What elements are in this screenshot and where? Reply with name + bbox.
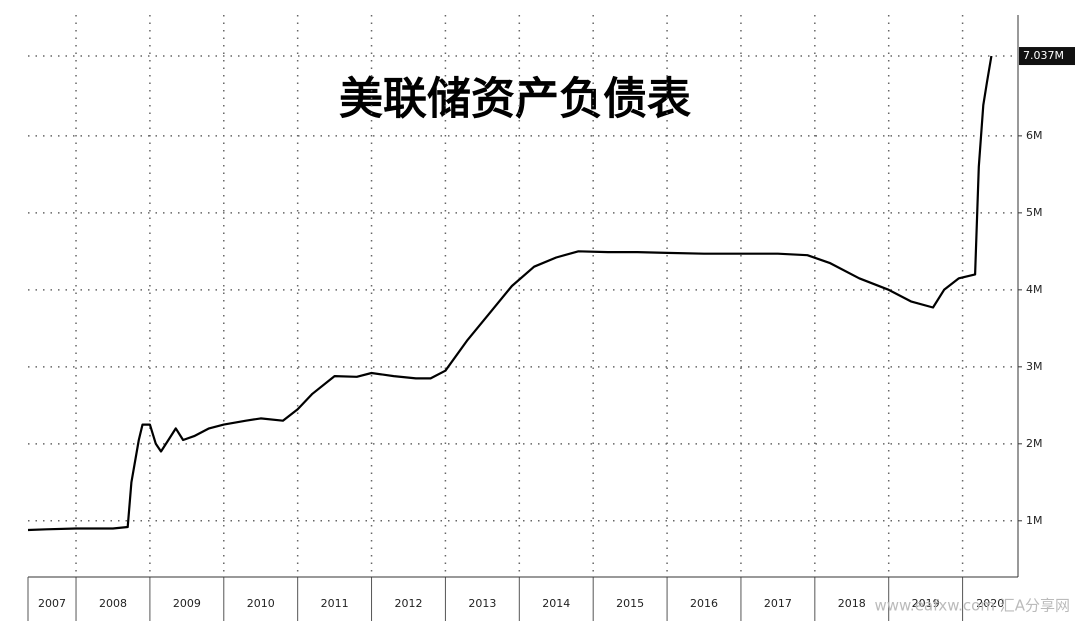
y-tick-label: 3M xyxy=(1026,360,1043,373)
watermark: www.eafxw.com 汇A分享网 xyxy=(875,597,1071,615)
x-tick-label: 2010 xyxy=(247,597,275,610)
x-tick-label: 2014 xyxy=(542,597,570,610)
x-tick-label: 2013 xyxy=(468,597,496,610)
y-tick-label: 2M xyxy=(1026,437,1043,450)
chart-title: 美联储资产负债表 xyxy=(339,74,691,125)
x-tick-label: 2007 xyxy=(38,597,66,610)
x-tick-label: 2012 xyxy=(394,597,422,610)
x-tick-label: 2011 xyxy=(321,597,349,610)
x-tick-label: 2018 xyxy=(838,597,866,610)
data-line xyxy=(27,55,993,532)
x-tick-label: 2017 xyxy=(764,597,792,610)
y-tick-label: 5M xyxy=(1026,206,1043,219)
last-value-box xyxy=(1019,47,1075,66)
x-tick-label: 2019 xyxy=(912,597,940,610)
y-tick-label: 1M xyxy=(1026,514,1043,527)
x-tick-label: 2016 xyxy=(690,597,718,610)
last-value-label: 7.037M xyxy=(1023,49,1064,62)
x-tick-label: 2009 xyxy=(173,597,201,610)
x-tick-label: 2008 xyxy=(99,597,127,610)
y-tick-label: 6M xyxy=(1026,129,1043,142)
y-tick-label: 4M xyxy=(1026,283,1043,296)
x-tick-label: 2020 xyxy=(976,597,1004,610)
x-tick-label: 2015 xyxy=(616,597,644,610)
